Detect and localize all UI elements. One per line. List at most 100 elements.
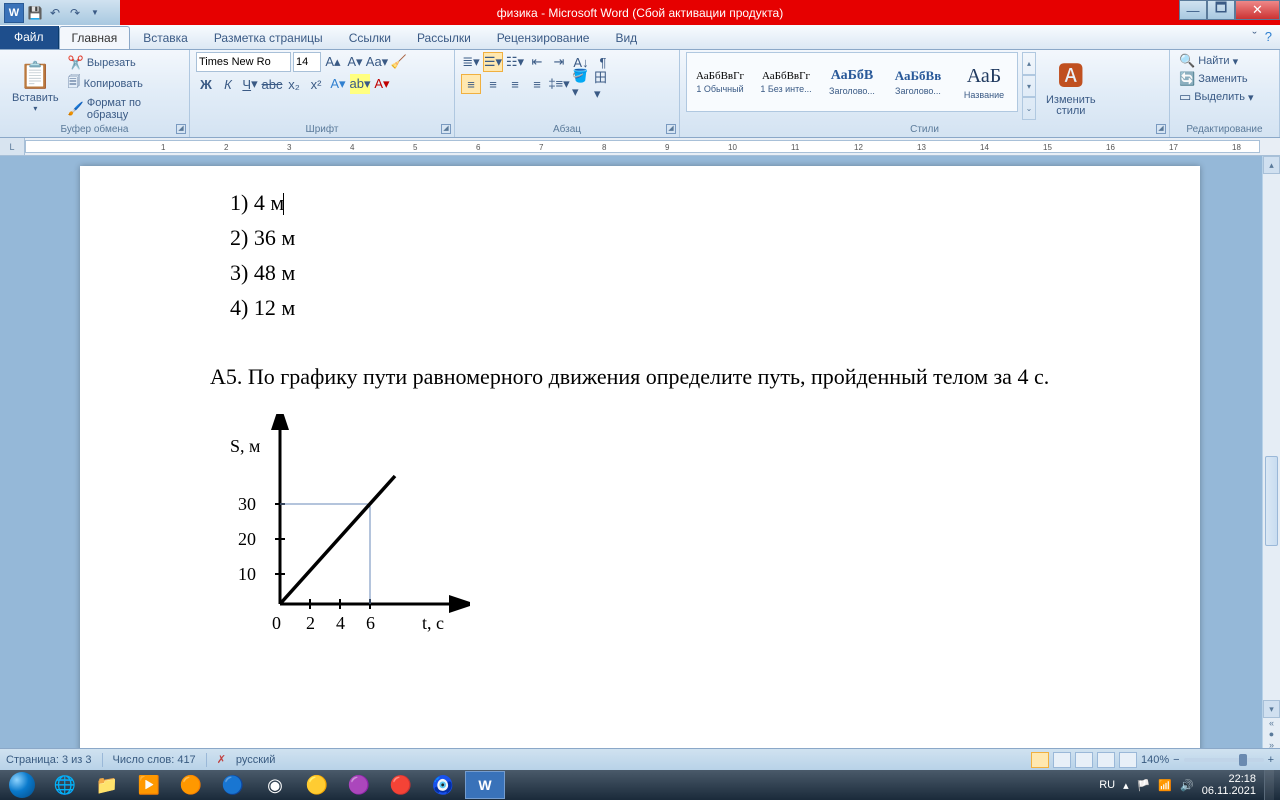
highlight-button[interactable]: ab▾ <box>350 74 370 94</box>
tab-вставка[interactable]: Вставка <box>130 26 201 49</box>
word-app-icon[interactable]: W <box>4 3 24 23</box>
tray-language[interactable]: RU <box>1099 779 1115 791</box>
indent-decrease-button[interactable]: ⇤ <box>527 52 547 72</box>
tray-clock[interactable]: 22:18 06.11.2021 <box>1202 773 1256 797</box>
gallery-down-icon[interactable]: ▾ <box>1022 75 1036 98</box>
style-item[interactable]: АаБбВЗаголово... <box>821 55 883 109</box>
gallery-more-icon[interactable]: ⌄ <box>1022 97 1036 120</box>
bold-button[interactable]: Ж <box>196 74 216 94</box>
style-item[interactable]: АаБбВвЗаголово... <box>887 55 949 109</box>
superscript-button[interactable]: x² <box>306 74 326 94</box>
tab-ссылки[interactable]: Ссылки <box>336 26 404 49</box>
scroll-thumb[interactable] <box>1265 456 1278 546</box>
taskbar-viber-icon[interactable]: 🟣 <box>339 771 379 799</box>
tray-network-icon[interactable]: 📶 <box>1158 779 1172 792</box>
align-left-button[interactable]: ≡ <box>461 74 481 94</box>
fullscreen-view[interactable] <box>1053 752 1071 768</box>
clear-format-button[interactable]: 🧹 <box>389 52 409 72</box>
zoom-out-button[interactable]: − <box>1173 754 1179 766</box>
status-language[interactable]: русский <box>236 754 275 766</box>
taskbar-app2-icon[interactable]: ◉ <box>255 771 295 799</box>
dialog-launcher-icon[interactable]: ◢ <box>176 124 186 134</box>
justify-button[interactable]: ≡ <box>527 74 547 94</box>
numbering-button[interactable]: ☰▾ <box>483 52 503 72</box>
shading-button[interactable]: 🪣▾ <box>571 74 591 94</box>
undo-icon[interactable]: ↶ <box>46 4 64 22</box>
tray-flag-icon[interactable]: 🏳️ <box>1137 779 1151 792</box>
shrink-font-button[interactable]: A▾ <box>345 52 365 72</box>
show-desktop-button[interactable] <box>1264 770 1274 800</box>
taskbar-app3-icon[interactable]: 🧿 <box>423 771 463 799</box>
status-zoom[interactable]: 140% <box>1141 754 1169 766</box>
taskbar-chrome-icon[interactable]: 🔵 <box>213 771 253 799</box>
minimize-ribbon-icon[interactable]: ˇ <box>1252 29 1256 44</box>
minimize-button[interactable]: — <box>1179 0 1207 20</box>
tab-разметка-страницы[interactable]: Разметка страницы <box>201 26 336 49</box>
web-view[interactable] <box>1075 752 1093 768</box>
taskbar-ie-icon[interactable]: 🌐 <box>45 771 85 799</box>
dialog-launcher-icon[interactable]: ◢ <box>666 124 676 134</box>
taskbar-app-icon[interactable]: 🟠 <box>171 771 211 799</box>
tray-sound-icon[interactable]: 🔊 <box>1180 779 1194 792</box>
taskbar-mediaplayer-icon[interactable]: ▶️ <box>129 771 169 799</box>
replace-button[interactable]: 🔄Заменить <box>1176 70 1273 88</box>
save-icon[interactable]: 💾 <box>26 4 44 22</box>
scroll-down-button[interactable]: ▾ <box>1263 700 1280 718</box>
paste-button[interactable]: 📋 Вставить ▾ <box>6 52 65 120</box>
align-right-button[interactable]: ≡ <box>505 74 525 94</box>
tab-вид[interactable]: Вид <box>602 26 650 49</box>
copy-button[interactable]: 🗐Копировать <box>65 72 183 96</box>
print-layout-view[interactable] <box>1031 752 1049 768</box>
taskbar-word-icon[interactable]: W <box>465 771 505 799</box>
select-button[interactable]: ▭Выделить ▾ <box>1176 88 1273 106</box>
vertical-scrollbar[interactable]: ▴ ▾ « ● » <box>1262 156 1280 752</box>
status-words[interactable]: Число слов: 417 <box>113 754 196 766</box>
style-item[interactable]: АаБбВвГг1 Без инте... <box>755 55 817 109</box>
strike-button[interactable]: abc <box>262 74 282 94</box>
zoom-in-button[interactable]: + <box>1268 754 1274 766</box>
taskbar-opera-icon[interactable]: 🔴 <box>381 771 421 799</box>
tab-главная[interactable]: Главная <box>59 26 131 49</box>
close-button[interactable]: ✕ <box>1235 0 1280 20</box>
taskbar-yandex-icon[interactable]: 🟡 <box>297 771 337 799</box>
spellcheck-icon[interactable]: ✗ <box>217 753 226 766</box>
subscript-button[interactable]: x₂ <box>284 74 304 94</box>
dialog-launcher-icon[interactable]: ◢ <box>1156 124 1166 134</box>
format-painter-button[interactable]: 🖌️Формат по образцу <box>65 96 183 122</box>
status-page[interactable]: Страница: 3 из 3 <box>6 754 92 766</box>
horizontal-ruler[interactable]: L 123456789101112131415161718 <box>0 138 1280 156</box>
text-effects-button[interactable]: A▾ <box>328 74 348 94</box>
font-name-combo[interactable] <box>196 52 291 72</box>
indent-increase-button[interactable]: ⇥ <box>549 52 569 72</box>
borders-button[interactable]: 田▾ <box>593 74 613 94</box>
font-color-button[interactable]: A▾ <box>372 74 392 94</box>
tray-up-icon[interactable]: ▴ <box>1123 779 1129 792</box>
tab-рассылки[interactable]: Рассылки <box>404 26 484 49</box>
help-icon[interactable]: ? <box>1265 29 1272 44</box>
page[interactable]: 1) 4 м2) 36 м3) 48 м4) 12 м А5. По графи… <box>80 166 1200 752</box>
dialog-launcher-icon[interactable]: ◢ <box>441 124 451 134</box>
start-button[interactable] <box>0 770 44 800</box>
tab-selector[interactable]: L <box>0 138 25 155</box>
qat-dropdown-icon[interactable]: ▼ <box>86 4 104 22</box>
gallery-up-icon[interactable]: ▴ <box>1022 52 1036 75</box>
find-button[interactable]: 🔍Найти ▾ <box>1176 52 1273 70</box>
change-styles-button[interactable]: 🅰 Изменить стили <box>1040 52 1102 120</box>
style-item[interactable]: АаБбВвГг1 Обычный <box>689 55 751 109</box>
bullets-button[interactable]: ≣▾ <box>461 52 481 72</box>
outline-view[interactable] <box>1097 752 1115 768</box>
taskbar-explorer-icon[interactable]: 📁 <box>87 771 127 799</box>
tab-рецензирование[interactable]: Рецензирование <box>484 26 603 49</box>
change-case-button[interactable]: Aa▾ <box>367 52 387 72</box>
style-item[interactable]: АаБНазвание <box>953 55 1015 109</box>
scroll-up-button[interactable]: ▴ <box>1263 156 1280 174</box>
line-spacing-button[interactable]: ‡≡▾ <box>549 74 569 94</box>
italic-button[interactable]: К <box>218 74 238 94</box>
styles-gallery[interactable]: АаБбВвГг1 ОбычныйАаБбВвГг1 Без инте...Аа… <box>686 52 1018 112</box>
redo-icon[interactable]: ↷ <box>66 4 84 22</box>
document-content[interactable]: 1) 4 м2) 36 м3) 48 м4) 12 м А5. По графи… <box>210 186 1070 655</box>
align-center-button[interactable]: ≡ <box>483 74 503 94</box>
file-tab[interactable]: Файл <box>0 26 59 49</box>
zoom-slider[interactable] <box>1184 758 1264 762</box>
maximize-button[interactable]: 🗖 <box>1207 0 1235 20</box>
